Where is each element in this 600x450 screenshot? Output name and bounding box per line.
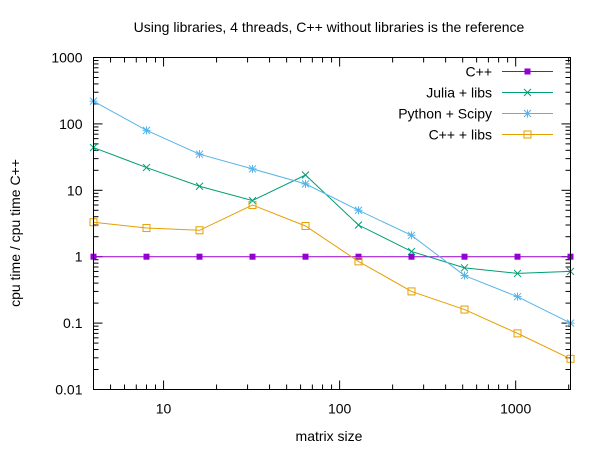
- plot-frame: [93, 57, 571, 390]
- legend-label: Julia + libs: [426, 85, 492, 101]
- data-point: [302, 253, 309, 260]
- y-tick-label: 10: [67, 182, 83, 198]
- data-point: [461, 253, 468, 260]
- data-point: [143, 253, 150, 260]
- series-line: [93, 147, 571, 274]
- data-point: [407, 287, 416, 296]
- data-point: [513, 269, 522, 278]
- data-point: [301, 179, 310, 188]
- data-point: [407, 231, 416, 240]
- data-point: [408, 253, 415, 260]
- y-tick-label: 1: [75, 249, 83, 265]
- chart-title: Using libraries, 4 threads, C++ without …: [134, 19, 525, 35]
- y-axis-label: cpu time / cpu time C++: [7, 159, 23, 307]
- series-line: [93, 204, 571, 360]
- legend-marker: [523, 130, 532, 139]
- legend: C++ Julia + libs Python + Scipy C++ + libs: [398, 64, 553, 143]
- data-point: [460, 263, 469, 272]
- axis-ticks: 0.01 0.1 1 10 100 1000 10 100 1000: [51, 50, 571, 417]
- legend-label: Python + Scipy: [398, 106, 492, 122]
- data-point: [354, 206, 363, 215]
- legend-marker: [523, 88, 532, 97]
- data-point: [195, 226, 204, 235]
- data-point: [301, 221, 310, 230]
- y-tick-label: 0.1: [63, 315, 83, 331]
- data-point: [195, 182, 204, 191]
- data-point: [249, 253, 256, 260]
- legend-marker: [524, 68, 531, 75]
- legend-label: C++ + libs: [429, 127, 492, 143]
- data-point: [407, 247, 416, 256]
- legend-marker: [523, 109, 532, 118]
- data-point: [460, 305, 469, 314]
- data-point: [460, 271, 469, 280]
- data-point: [248, 201, 257, 210]
- data-point: [513, 329, 522, 338]
- y-tick-label: 100: [59, 116, 83, 132]
- x-axis-label: matrix size: [296, 428, 363, 444]
- data-point: [142, 224, 151, 233]
- data-point: [301, 171, 310, 179]
- x-tick-label: 10: [156, 401, 172, 417]
- data-point: [196, 253, 203, 260]
- data-point: [513, 292, 522, 301]
- series-c-libs: [89, 201, 575, 363]
- x-tick-label: 1000: [500, 401, 531, 417]
- y-tick-label: 1000: [51, 50, 82, 66]
- data-point: [142, 163, 151, 172]
- series-layer: [89, 97, 575, 363]
- data-point: [248, 164, 257, 173]
- series-c: [90, 253, 574, 260]
- series-python-scipy: [89, 97, 575, 328]
- y-tick-label: 0.01: [55, 382, 82, 398]
- data-point: [514, 253, 521, 260]
- data-point: [142, 126, 151, 135]
- data-point: [355, 253, 362, 260]
- data-point: [195, 150, 204, 159]
- data-point: [354, 221, 363, 229]
- data-point: [354, 257, 363, 266]
- data-point: [248, 196, 257, 205]
- legend-label: C++: [466, 64, 492, 80]
- series-line: [93, 100, 571, 324]
- x-tick-label: 100: [328, 401, 352, 417]
